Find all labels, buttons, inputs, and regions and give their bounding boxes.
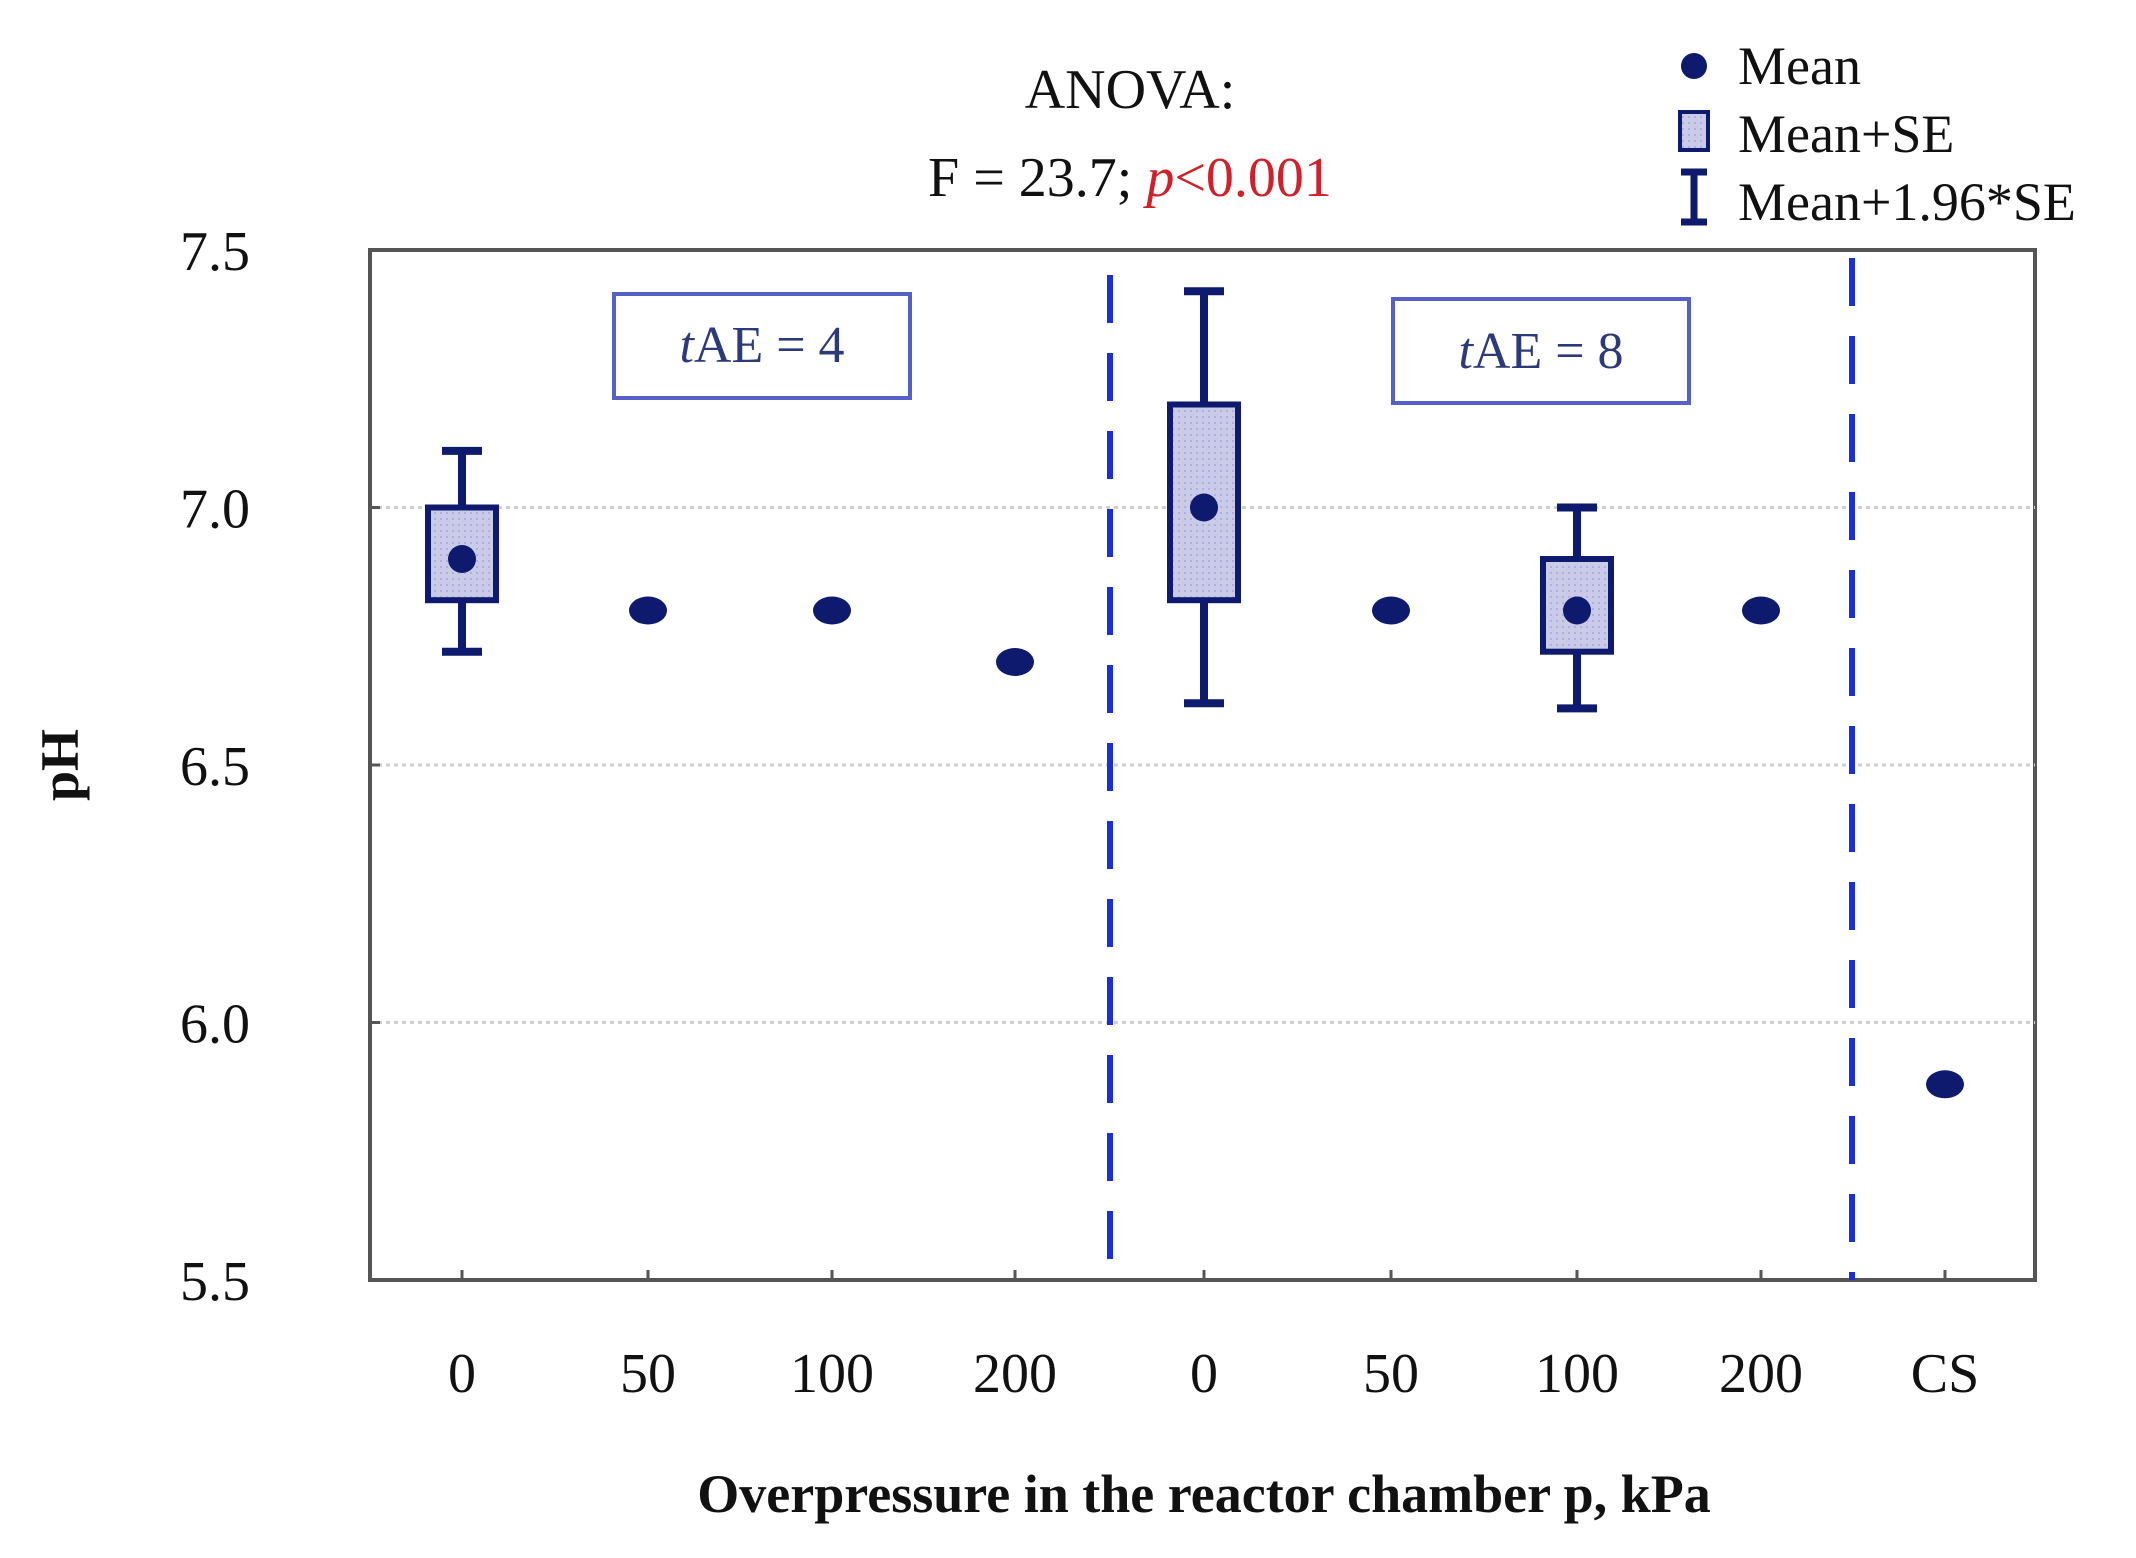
x-tick-1: 50 [620,1343,676,1405]
chart-title-line2: F = 23.7; p<0.001 [928,147,1332,209]
x-tick-3: 200 [973,1343,1057,1405]
mean-marker-5 [1372,596,1410,625]
mean-marker-7 [1742,596,1780,625]
f-statistic: F = 23.7; [928,147,1146,209]
mean-marker-3 [996,648,1034,676]
mean-marker-8 [1926,1070,1964,1099]
y-tick-6.0: 6.0 [180,994,250,1056]
svg-text:tAE = 8: tAE = 8 [1458,323,1623,380]
mean-marker-0 [448,545,476,573]
mean-marker-1 [629,596,667,625]
group-label-tae8: tAE = 8 [1391,297,1691,405]
x-axis-title: Overpressure in the reactor chamber p, k… [697,1464,1710,1524]
y-tick-labels: 5.5 6.0 6.5 7.0 7.5 [180,221,250,1313]
legend-ci-icon [1681,168,1707,226]
data-point-2 [813,596,851,625]
x-tick-5: 50 [1363,1343,1419,1405]
x-tick-0: 0 [448,1343,476,1405]
y-tick-7.5: 7.5 [180,221,250,283]
legend-se-label: Mean+SE [1738,104,1954,164]
chart-title-line1: ANOVA: [1025,59,1236,121]
data-point-1 [629,596,667,625]
data-point-7 [1742,596,1780,625]
x-tick-2: 100 [790,1343,874,1405]
y-tick-6.5: 6.5 [180,736,250,798]
mean-marker-6 [1563,596,1591,625]
x-tick-labels: 0 50 100 200 0 50 100 200 CS [448,1343,1979,1405]
y-axis-title: pH [30,729,90,801]
x-tick-4: 0 [1190,1343,1218,1405]
legend-se-icon [1678,110,1710,152]
legend: Mean Mean+SE Mean+1.96*SE [1678,36,2076,232]
y-tick-7.0: 7.0 [180,479,250,541]
y-tick-5.5: 5.5 [180,1251,250,1313]
x-tick-7: 200 [1719,1343,1803,1405]
group-label-tae4: tAE = 4 [612,292,912,400]
legend-ci-label: Mean+1.96*SE [1738,172,2076,232]
data-point-6 [1540,503,1614,713]
data-point-0 [425,446,499,656]
data-marks [425,287,1964,1099]
data-point-3 [996,648,1034,676]
legend-mean-label: Mean [1738,36,1861,96]
data-point-8 [1926,1070,1964,1099]
data-point-4 [1167,287,1241,708]
legend-mean-icon [1681,53,1707,79]
mean-marker-2 [813,596,851,625]
x-tick-8: CS [1911,1343,1980,1405]
mean-marker-4 [1190,493,1218,522]
x-tick-6: 100 [1535,1343,1619,1405]
p-value: <0.001 [1174,147,1332,209]
p-label: p [1142,147,1174,209]
svg-text:tAE = 4: tAE = 4 [679,317,844,374]
data-point-5 [1372,596,1410,625]
